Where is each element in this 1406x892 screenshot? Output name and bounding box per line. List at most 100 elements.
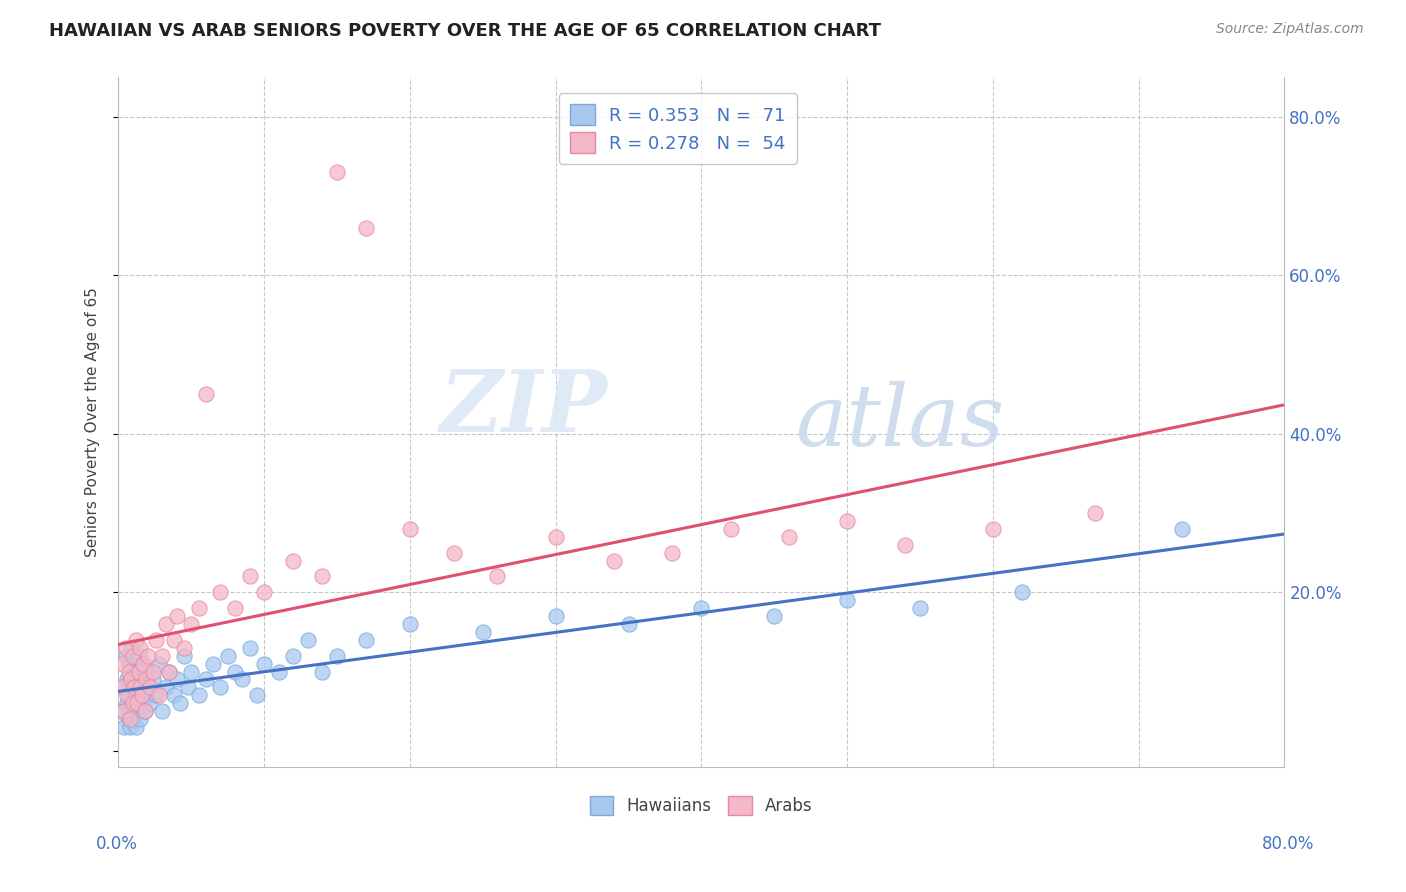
Point	[115, 673, 138, 687]
Point	[127, 696, 149, 710]
Point	[166, 609, 188, 624]
Point	[177, 681, 200, 695]
Point	[117, 712, 139, 726]
Point	[311, 569, 333, 583]
Point	[111, 657, 134, 671]
Point	[837, 514, 859, 528]
Text: Source: ZipAtlas.com: Source: ZipAtlas.com	[1216, 22, 1364, 37]
Point	[129, 681, 152, 695]
Point	[122, 712, 145, 726]
Point	[486, 569, 509, 583]
Point	[1084, 506, 1107, 520]
Text: 80.0%: 80.0%	[1263, 835, 1315, 853]
Point	[690, 601, 713, 615]
Point	[720, 522, 742, 536]
Point	[267, 665, 290, 679]
Point	[202, 657, 225, 671]
Point	[217, 648, 239, 663]
Point	[114, 648, 136, 663]
Point	[131, 696, 153, 710]
Point	[238, 569, 260, 583]
Point	[180, 665, 202, 679]
Point	[224, 601, 246, 615]
Point	[155, 681, 177, 695]
Point	[122, 681, 145, 695]
Point	[209, 585, 232, 599]
Point	[603, 553, 626, 567]
Point	[118, 712, 141, 726]
Text: HAWAIIAN VS ARAB SENIORS POVERTY OVER THE AGE OF 65 CORRELATION CHART: HAWAIIAN VS ARAB SENIORS POVERTY OVER TH…	[49, 22, 882, 40]
Point	[132, 657, 155, 671]
Point	[134, 704, 156, 718]
Point	[129, 640, 152, 655]
Text: atlas: atlas	[794, 381, 1004, 463]
Point	[110, 681, 132, 695]
Point	[127, 704, 149, 718]
Point	[778, 530, 800, 544]
Point	[121, 640, 143, 655]
Point	[166, 673, 188, 687]
Point	[283, 648, 305, 663]
Point	[114, 640, 136, 655]
Point	[157, 665, 180, 679]
Point	[121, 673, 143, 687]
Point	[311, 665, 333, 679]
Point	[115, 696, 138, 710]
Point	[194, 387, 217, 401]
Text: 0.0%: 0.0%	[96, 835, 138, 853]
Point	[661, 546, 683, 560]
Point	[544, 609, 567, 624]
Point	[399, 617, 422, 632]
Point	[471, 624, 494, 639]
Point	[110, 704, 132, 718]
Point	[122, 696, 145, 710]
Point	[117, 688, 139, 702]
Point	[253, 657, 276, 671]
Text: ZIP: ZIP	[440, 367, 609, 450]
Point	[194, 673, 217, 687]
Point	[150, 704, 173, 718]
Point	[134, 704, 156, 718]
Point	[142, 665, 165, 679]
Point	[187, 601, 209, 615]
Point	[238, 640, 260, 655]
Point	[894, 538, 917, 552]
Point	[115, 688, 138, 702]
Point	[136, 681, 159, 695]
Point	[443, 546, 465, 560]
Point	[187, 688, 209, 702]
Point	[122, 657, 145, 671]
Point	[128, 665, 150, 679]
Point	[253, 585, 276, 599]
Point	[132, 688, 155, 702]
Point	[224, 665, 246, 679]
Point	[908, 601, 931, 615]
Point	[128, 648, 150, 663]
Point	[131, 688, 153, 702]
Point	[150, 648, 173, 663]
Legend: Hawaiians, Arabs: Hawaiians, Arabs	[582, 788, 821, 823]
Point	[136, 648, 159, 663]
Point	[131, 657, 153, 671]
Point	[155, 617, 177, 632]
Point	[763, 609, 786, 624]
Point	[145, 632, 167, 647]
Point	[1011, 585, 1033, 599]
Point	[135, 673, 157, 687]
Point	[180, 617, 202, 632]
Point	[129, 712, 152, 726]
Point	[124, 673, 146, 687]
Point	[173, 648, 195, 663]
Point	[125, 720, 148, 734]
Point	[209, 681, 232, 695]
Point	[354, 221, 377, 235]
Point	[111, 681, 134, 695]
Point	[326, 165, 349, 179]
Point	[128, 681, 150, 695]
Point	[122, 648, 145, 663]
Point	[124, 681, 146, 695]
Point	[112, 704, 135, 718]
Point	[617, 617, 640, 632]
Point	[127, 665, 149, 679]
Point	[145, 688, 167, 702]
